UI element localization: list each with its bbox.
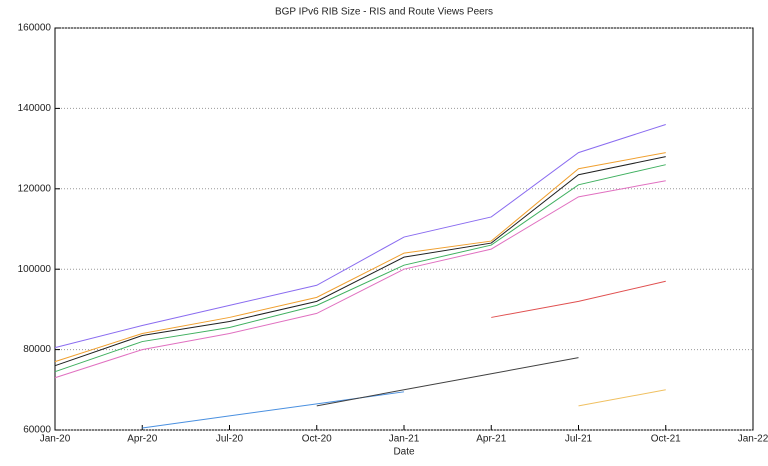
x-tick-label: Jan-22 (738, 434, 768, 445)
series-line (54, 152, 666, 363)
chart-title: BGP IPv6 RIB Size - RIS and Route Views … (275, 7, 493, 18)
series-line (54, 180, 666, 379)
y-tick-label: 120000 (18, 183, 52, 194)
x-tick-label: Apr-21 (476, 434, 506, 445)
x-tick-label: Jan-21 (389, 434, 420, 445)
series-line (54, 164, 666, 373)
x-tick-label: Apr-20 (127, 434, 157, 445)
plot-frame (54, 27, 754, 431)
y-tick-label: 140000 (18, 103, 52, 114)
x-tick-label: Jul-21 (565, 434, 593, 445)
series-line (54, 156, 666, 367)
series-line (491, 280, 666, 318)
x-axis-label: Date (393, 447, 415, 458)
y-tick-label: 60000 (23, 425, 51, 436)
x-tick-label: Oct-21 (651, 434, 681, 445)
series-line (316, 357, 579, 407)
x-tick-label: Jul-20 (216, 434, 244, 445)
y-tick-label: 160000 (18, 23, 52, 34)
y-tick-label: 100000 (18, 264, 52, 275)
series-line (578, 389, 666, 407)
x-tick-label: Oct-20 (302, 434, 332, 445)
x-tick-label: Jan-20 (40, 434, 71, 445)
y-tick-label: 80000 (23, 344, 51, 355)
series-line (54, 124, 666, 349)
